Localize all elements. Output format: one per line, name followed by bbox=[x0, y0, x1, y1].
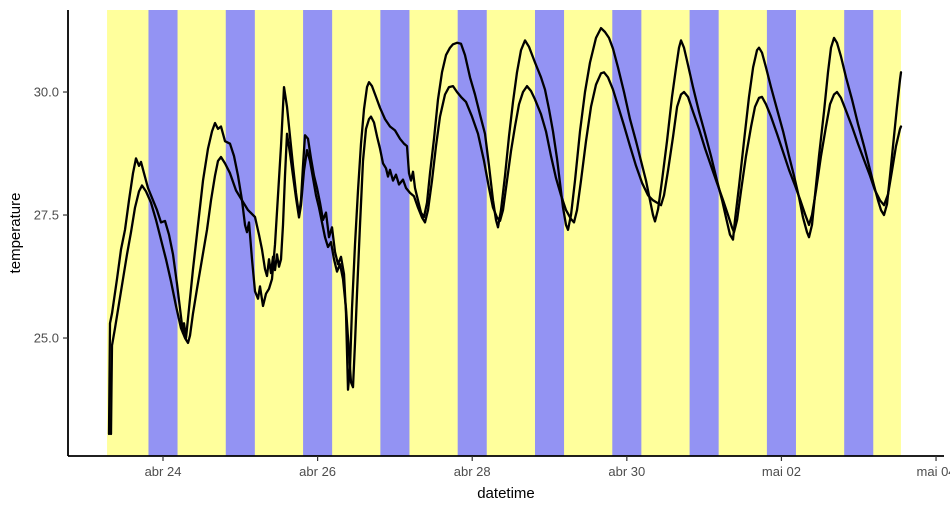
x-tick-label: abr 24 bbox=[145, 464, 182, 479]
x-axis-title: datetime bbox=[477, 485, 535, 502]
day-night-shading bbox=[107, 10, 901, 456]
y-axis-title: temperature bbox=[7, 193, 24, 274]
temperature-line-1 bbox=[107, 26, 903, 436]
night-band bbox=[534, 10, 565, 456]
night-band bbox=[457, 10, 487, 456]
x-tick-label: abr 30 bbox=[608, 464, 645, 479]
night-band bbox=[689, 10, 719, 456]
temperature-lines bbox=[107, 26, 903, 436]
axis-lines bbox=[67, 10, 944, 457]
night-band bbox=[766, 10, 796, 456]
night-band bbox=[303, 10, 333, 456]
y-tick-label: 30.0 bbox=[34, 85, 59, 100]
y-axis-ticks: 25.0 27.5 30.0 bbox=[34, 85, 68, 346]
y-tick-label: 25.0 bbox=[34, 331, 59, 346]
x-tick-label: abr 28 bbox=[454, 464, 491, 479]
temperature-line-2 bbox=[109, 71, 903, 436]
y-tick-label: 27.5 bbox=[34, 208, 59, 223]
night-band bbox=[148, 10, 178, 456]
night-band bbox=[612, 10, 642, 456]
x-tick-label: mai 02 bbox=[762, 464, 801, 479]
night-band bbox=[844, 10, 874, 456]
night-band bbox=[380, 10, 410, 456]
x-tick-label: mai 04 bbox=[917, 464, 950, 479]
x-tick-label: abr 26 bbox=[299, 464, 336, 479]
x-axis-ticks: abr 24 abr 26 abr 28 abr 30 mai 02 mai 04 bbox=[145, 456, 950, 479]
